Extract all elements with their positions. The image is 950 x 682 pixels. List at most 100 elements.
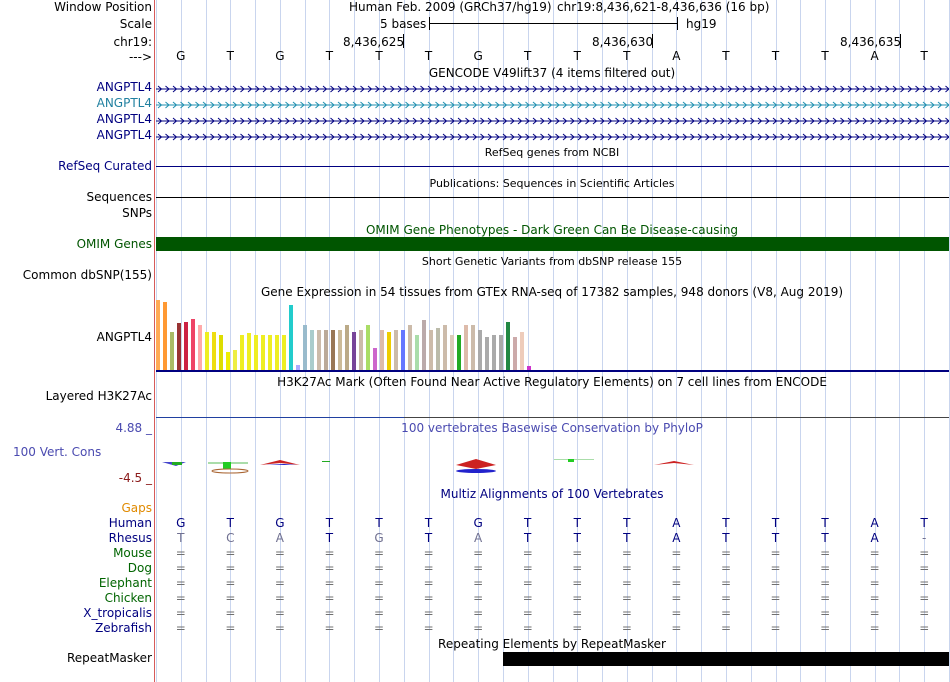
omim-gene-bar[interactable] bbox=[156, 237, 949, 251]
species-label[interactable]: Mouse bbox=[113, 546, 152, 560]
alignment-base: = bbox=[671, 621, 682, 635]
gtex-bar[interactable] bbox=[345, 325, 349, 370]
species-label[interactable]: Dog bbox=[127, 561, 152, 575]
gtex-bar[interactable] bbox=[198, 325, 202, 370]
gtex-bar[interactable] bbox=[226, 352, 230, 370]
gtex-bar[interactable] bbox=[261, 335, 265, 370]
gene-model-arrows[interactable] bbox=[156, 83, 949, 93]
tick-label: 8,436,630 bbox=[592, 35, 654, 49]
gtex-bar[interactable] bbox=[282, 335, 286, 370]
alignment-base: = bbox=[770, 621, 781, 635]
alignment-base: = bbox=[473, 576, 484, 590]
gtex-bar[interactable] bbox=[163, 302, 167, 370]
gtex-bar[interactable] bbox=[457, 335, 461, 370]
gtex-bar[interactable] bbox=[268, 335, 272, 370]
gencode-item-label[interactable]: ANGPTL4 bbox=[96, 128, 152, 142]
snps-label[interactable]: SNPs bbox=[122, 206, 152, 220]
alignment-base: = bbox=[374, 546, 385, 560]
gtex-bar[interactable] bbox=[415, 335, 419, 370]
gtex-bar[interactable] bbox=[506, 322, 510, 370]
gtex-bar[interactable] bbox=[324, 330, 328, 370]
alignment-base: = bbox=[374, 591, 385, 605]
alignment-base: = bbox=[175, 576, 186, 590]
gtex-bar[interactable] bbox=[170, 332, 174, 370]
gtex-bar[interactable] bbox=[499, 335, 503, 370]
gtex-bar[interactable] bbox=[275, 335, 279, 370]
gtex-bar[interactable] bbox=[177, 323, 181, 370]
gtex-bar[interactable] bbox=[219, 335, 223, 370]
gtex-bar[interactable] bbox=[387, 332, 391, 370]
gene-model-arrows[interactable] bbox=[156, 99, 949, 109]
gtex-bar[interactable] bbox=[240, 335, 244, 370]
h3k27ac-track-label[interactable]: Layered H3K27Ac bbox=[45, 389, 152, 403]
repeatmasker-track-label[interactable]: RepeatMasker bbox=[66, 651, 152, 665]
gencode-item-label[interactable]: ANGPTL4 bbox=[96, 80, 152, 94]
species-label[interactable]: Zebrafish bbox=[95, 621, 152, 635]
species-label[interactable]: Elephant bbox=[98, 576, 152, 590]
gene-model-arrows[interactable] bbox=[156, 115, 949, 125]
gtex-bar[interactable] bbox=[352, 332, 356, 370]
gtex-bar-chart[interactable] bbox=[156, 300, 536, 370]
gtex-bar[interactable] bbox=[317, 330, 321, 370]
omim-track-label[interactable]: OMIM Genes bbox=[76, 237, 152, 251]
gtex-bar[interactable] bbox=[373, 348, 377, 370]
gtex-bar[interactable] bbox=[513, 337, 517, 370]
publications-line[interactable] bbox=[156, 197, 949, 198]
gtex-bar[interactable] bbox=[331, 330, 335, 370]
gtex-bar[interactable] bbox=[520, 332, 524, 370]
repeat-element-bar[interactable] bbox=[503, 652, 949, 666]
alignment-base: = bbox=[671, 546, 682, 560]
gtex-bar[interactable] bbox=[205, 332, 209, 370]
gtex-bar[interactable] bbox=[184, 322, 188, 370]
species-label[interactable]: Rhesus bbox=[108, 531, 152, 545]
gtex-bar[interactable] bbox=[296, 365, 300, 370]
gtex-bar[interactable] bbox=[380, 330, 384, 370]
strand-label: ---> bbox=[128, 50, 152, 64]
gtex-bar[interactable] bbox=[303, 325, 307, 370]
sequence-base: T bbox=[226, 49, 235, 63]
gtex-bar[interactable] bbox=[492, 335, 496, 370]
dbsnp-track-label[interactable]: Common dbSNP(155) bbox=[22, 268, 152, 282]
species-label[interactable]: Human bbox=[108, 516, 152, 530]
alignment-base: = bbox=[820, 561, 831, 575]
sequence-base: T bbox=[325, 49, 334, 63]
gtex-bar[interactable] bbox=[527, 366, 531, 370]
phylop-glyphs bbox=[162, 459, 694, 474]
gtex-bar[interactable] bbox=[436, 328, 440, 370]
gtex-bar[interactable] bbox=[366, 325, 370, 370]
gtex-bar[interactable] bbox=[471, 325, 475, 370]
gtex-bar[interactable] bbox=[478, 330, 482, 370]
refseq-gene-line[interactable] bbox=[156, 166, 949, 167]
gtex-bar[interactable] bbox=[464, 325, 468, 370]
gene-model-arrows[interactable] bbox=[156, 131, 949, 141]
gtex-track-label[interactable]: ANGPTL4 bbox=[96, 330, 152, 344]
species-label[interactable]: Chicken bbox=[104, 591, 152, 605]
gtex-bar[interactable] bbox=[485, 337, 489, 370]
alignment-base: = bbox=[572, 591, 583, 605]
gtex-bar[interactable] bbox=[212, 332, 216, 370]
gtex-bar[interactable] bbox=[443, 325, 447, 370]
alignment-base: = bbox=[175, 561, 186, 575]
gtex-bar[interactable] bbox=[233, 350, 237, 370]
refseq-track-label[interactable]: RefSeq Curated bbox=[58, 159, 152, 173]
gtex-bar[interactable] bbox=[429, 330, 433, 370]
phylop-track-label[interactable]: 100 Vert. Cons bbox=[13, 445, 102, 459]
species-label[interactable]: X_tropicalis bbox=[83, 606, 152, 620]
gtex-bar[interactable] bbox=[359, 330, 363, 370]
gencode-item-label[interactable]: ANGPTL4 bbox=[96, 96, 152, 110]
gtex-bar[interactable] bbox=[310, 330, 314, 370]
gtex-bar[interactable] bbox=[191, 319, 195, 370]
gtex-bar[interactable] bbox=[289, 305, 293, 370]
gencode-item-label[interactable]: ANGPTL4 bbox=[96, 112, 152, 126]
gtex-bar[interactable] bbox=[254, 335, 258, 370]
gtex-bar[interactable] bbox=[408, 325, 412, 370]
gtex-bar[interactable] bbox=[338, 330, 342, 370]
gtex-bar[interactable] bbox=[247, 333, 251, 370]
publications-sequences-label[interactable]: Sequences bbox=[86, 190, 152, 204]
gtex-bar[interactable] bbox=[156, 300, 160, 370]
gtex-bar[interactable] bbox=[394, 330, 398, 370]
gtex-bar[interactable] bbox=[422, 320, 426, 370]
gtex-bar[interactable] bbox=[450, 335, 454, 370]
gtex-bar[interactable] bbox=[401, 330, 405, 370]
